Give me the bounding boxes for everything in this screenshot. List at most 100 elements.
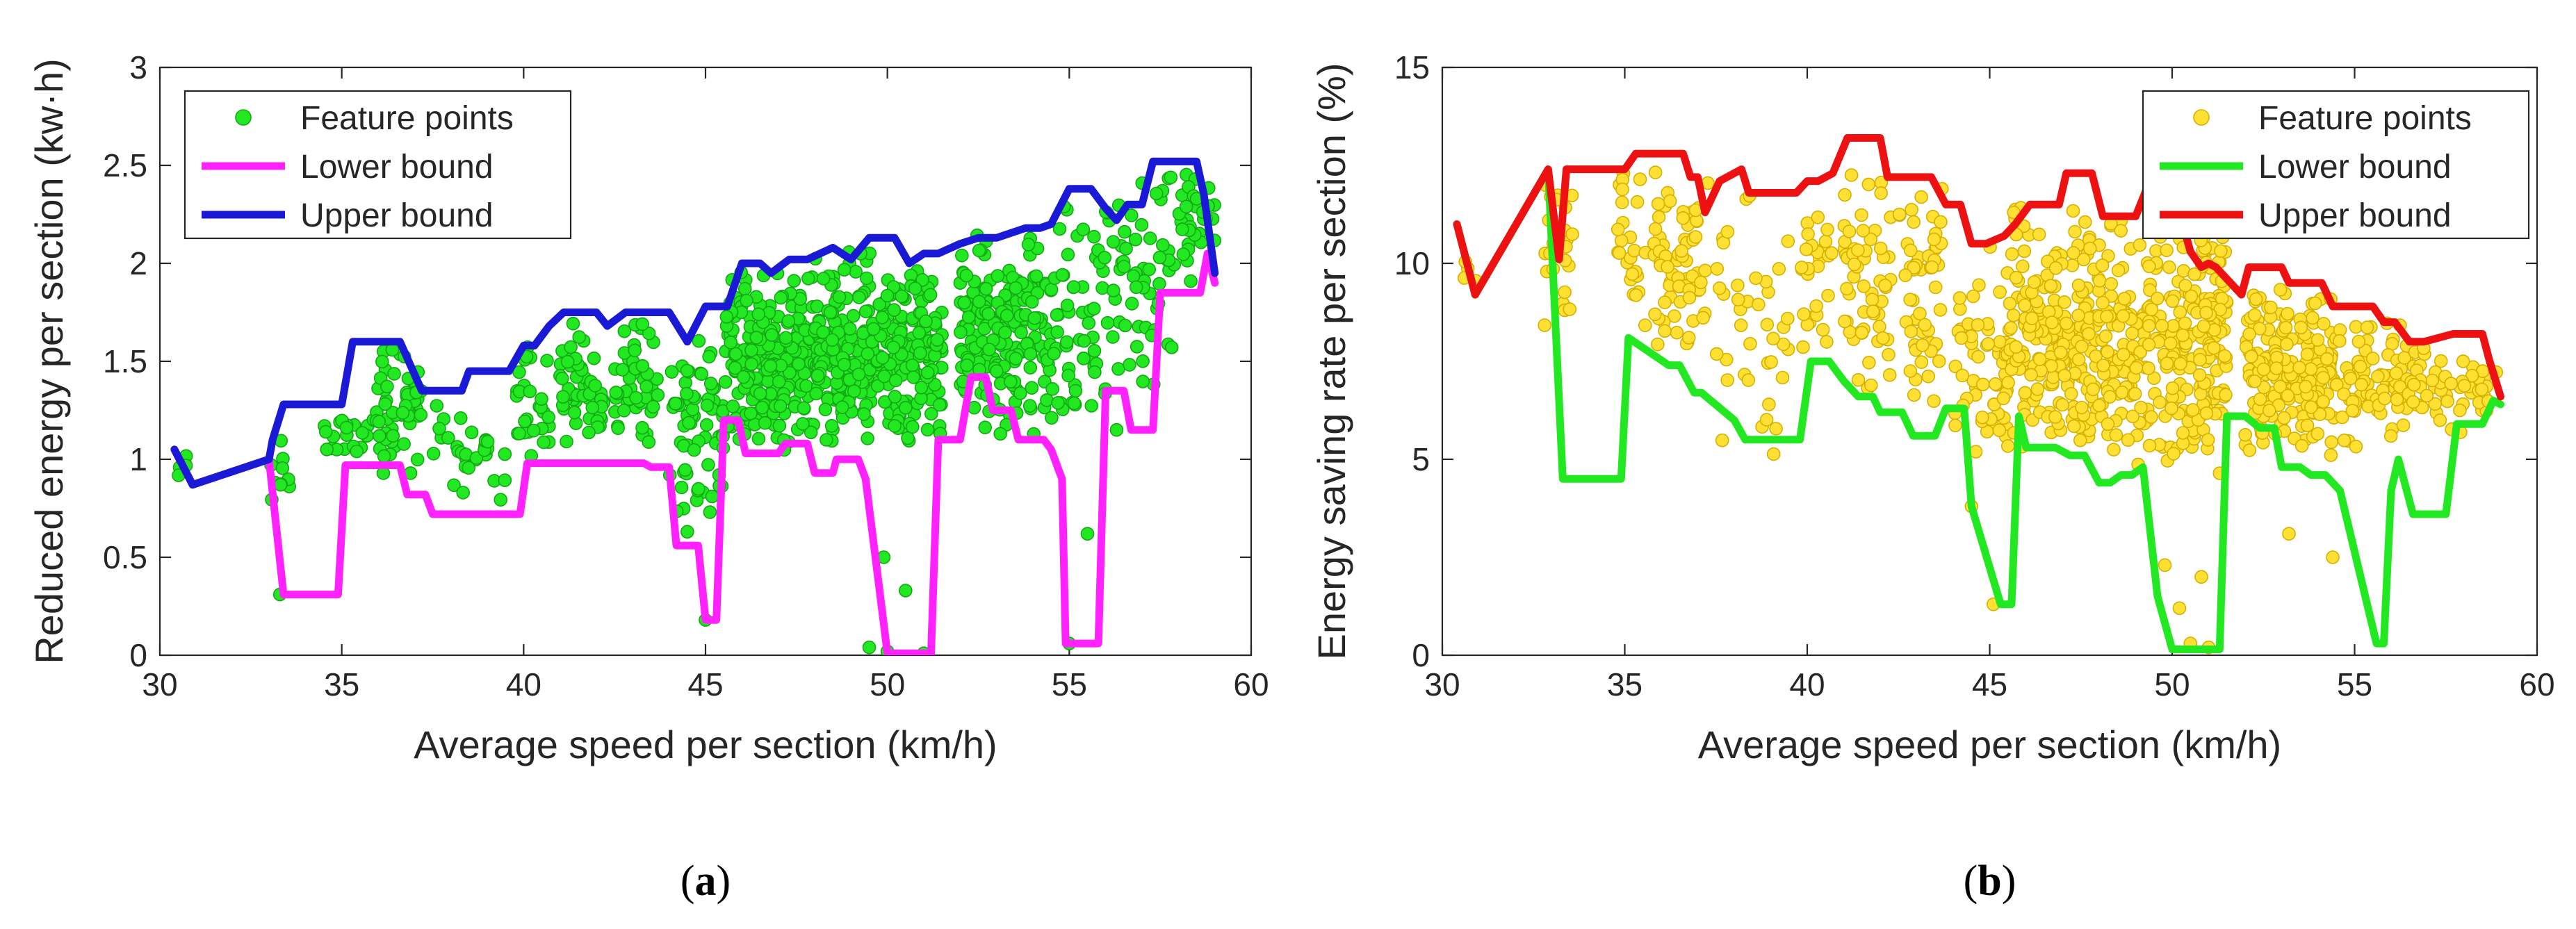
scatter-point: [1731, 278, 1745, 293]
scatter-point: [1766, 447, 1781, 461]
scatter-point: [453, 411, 468, 425]
scatter-point: [751, 431, 766, 446]
scatter-point: [1152, 277, 1166, 291]
scatter-point: [1914, 355, 1929, 370]
scatter-point: [2117, 347, 2130, 362]
scatter-point: [1633, 172, 1647, 186]
scatter-point: [2092, 398, 2106, 413]
scatter-point: [646, 400, 660, 414]
scatter-point: [728, 361, 742, 375]
legend-marker: [2193, 109, 2210, 126]
scatter-point: [2320, 352, 2334, 366]
scatter-point: [2167, 447, 2180, 461]
legend: Feature points Lower bound Upper bound: [184, 90, 572, 240]
scatter-point: [2165, 401, 2178, 416]
scatter-point: [2360, 320, 2374, 335]
scatter-point: [2024, 368, 2038, 382]
scatter-point: [2048, 410, 2062, 424]
scatter-point: [2187, 267, 2201, 281]
scatter-point: [835, 400, 849, 414]
scatter-point: [2420, 388, 2434, 403]
scatter-point: [787, 274, 801, 288]
scatter-point: [2248, 374, 2262, 388]
scatter-point: [617, 324, 632, 338]
scatter-point: [2440, 394, 2454, 409]
scatter-point: [772, 375, 786, 389]
scatter-point: [1107, 283, 1120, 297]
scatter-point: [1648, 307, 1662, 322]
scatter-point: [2242, 327, 2256, 341]
y-axis-title: Reduced energy per section (kw·h): [27, 58, 71, 664]
scatter-point: [2304, 362, 2318, 376]
scatter-point: [386, 429, 400, 443]
y-axis-title: Energy saving rate per section (%): [1310, 63, 1353, 659]
scatter-point: [933, 397, 947, 412]
scatter-point: [961, 310, 976, 324]
scatter-point: [1142, 262, 1156, 277]
scatter-point: [2354, 377, 2369, 392]
scatter-point: [1014, 325, 1028, 340]
scatter-point: [1025, 295, 1039, 309]
scatter-point: [1864, 378, 1878, 393]
scatter-point: [1022, 399, 1037, 413]
scatter-point: [959, 268, 974, 283]
scatter-point: [2377, 391, 2392, 406]
scatter-point: [1661, 260, 1674, 274]
scatter-point: [1818, 234, 1833, 249]
scatter-point: [804, 425, 818, 440]
scatter-point: [680, 525, 694, 539]
scatter-point: [2101, 417, 2115, 431]
scatter-point: [2324, 448, 2338, 462]
scatter-point: [320, 442, 334, 457]
scatter-point: [1067, 396, 1082, 411]
scatter-point: [462, 461, 476, 475]
scatter-point: [1820, 335, 1834, 349]
scatter-point: [426, 446, 441, 461]
scatter-point: [1873, 320, 1886, 334]
scatter-point: [1844, 168, 1859, 182]
scatter-point: [886, 340, 901, 354]
scatter-point: [724, 335, 737, 350]
scatter-point: [2365, 352, 2380, 365]
scatter-point: [2098, 329, 2113, 343]
scatter-point: [2201, 433, 2215, 447]
scatter-point: [2104, 277, 2118, 291]
scatter-point: [2144, 410, 2158, 425]
scatter-point: [914, 380, 929, 395]
scatter-point: [2264, 300, 2278, 315]
scatter-point: [1821, 288, 1835, 303]
scatter-point: [2000, 439, 2015, 453]
scatter-point: [2333, 334, 2347, 348]
scatter-point: [464, 425, 479, 440]
scatter-point: [2057, 368, 2071, 383]
scatter-point: [913, 346, 927, 361]
scatter-point: [1040, 393, 1054, 407]
scatter-point: [523, 384, 537, 399]
scatter-point: [1082, 316, 1095, 330]
y-tick-label: 0: [129, 637, 147, 673]
x-tick-label: 40: [1789, 666, 1825, 702]
scatter-point: [2280, 337, 2294, 352]
scatter-point: [2027, 275, 2041, 289]
scatter-point: [1625, 267, 1640, 281]
scatter-point: [560, 354, 575, 369]
scatter-point: [2030, 382, 2045, 396]
scatter-point: [2465, 368, 2479, 383]
scatter-point: [1927, 394, 1941, 409]
x-axis-title: Average speed per section (km/h): [414, 723, 997, 766]
scatter-point: [1080, 527, 1095, 541]
scatter-point: [1143, 231, 1157, 245]
scatter-point: [744, 357, 758, 371]
scatter-point: [1955, 368, 1970, 383]
scatter-point: [2095, 258, 2110, 272]
scatter-point: [1027, 311, 1042, 325]
scatter-point: [1948, 418, 1962, 433]
scatter-point: [1760, 318, 1775, 332]
scatter-point: [1068, 384, 1083, 398]
legend: Feature points Lower bound Upper bound: [2142, 90, 2530, 240]
scatter-point: [566, 316, 580, 331]
scatter-point: [1762, 397, 1776, 411]
scatter-point: [387, 367, 401, 381]
scatter-point: [2199, 306, 2213, 320]
scatter-point: [1000, 309, 1014, 323]
